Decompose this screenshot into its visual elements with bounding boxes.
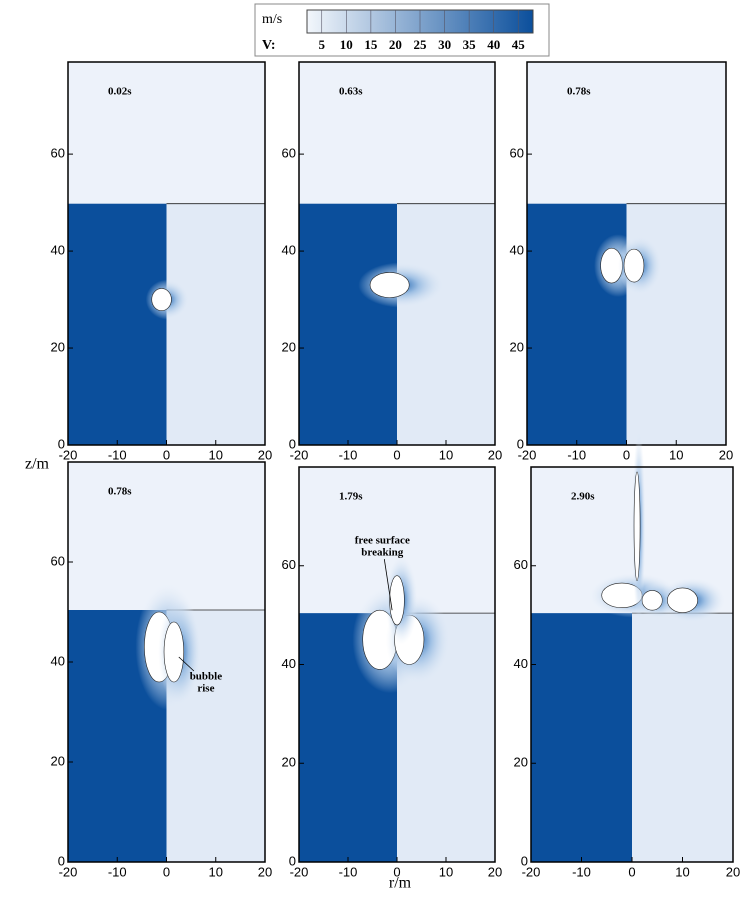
colorbar-tick-label: 5 bbox=[318, 37, 325, 52]
y-tick-label: 60 bbox=[514, 557, 528, 572]
bubble bbox=[633, 471, 641, 581]
x-tick-label: 20 bbox=[488, 447, 502, 462]
x-tick-label: 0 bbox=[163, 447, 170, 462]
y-tick-label: 0 bbox=[517, 436, 524, 451]
y-tick-label: 60 bbox=[510, 146, 524, 161]
y-tick-label: 0 bbox=[58, 436, 65, 451]
time-label: 2.90s bbox=[571, 491, 595, 503]
y-tick-label: 40 bbox=[282, 656, 296, 671]
colorbar-tick-label: 10 bbox=[340, 37, 353, 52]
water-left bbox=[531, 613, 632, 862]
annotation: rise bbox=[197, 683, 214, 695]
water-left bbox=[299, 203, 397, 445]
water-left bbox=[68, 203, 167, 445]
x-tick-label: 20 bbox=[719, 447, 733, 462]
x-tick-label: -20 bbox=[290, 864, 309, 879]
annotation: breaking bbox=[361, 547, 403, 559]
x-tick-label: -20 bbox=[59, 864, 78, 879]
colorbar-tick-label: 30 bbox=[438, 37, 451, 52]
colorbar-tick-label: 20 bbox=[389, 37, 402, 52]
bubble bbox=[151, 288, 172, 312]
panel: 0.78s -20 -10 0 10 20 0 20 40 60 bbox=[510, 61, 733, 462]
x-tick-label: -10 bbox=[108, 447, 127, 462]
x-tick-label: -20 bbox=[59, 447, 78, 462]
annotation: free surface bbox=[355, 535, 410, 547]
x-axis-label: r/m bbox=[389, 875, 412, 892]
time-label: 1.79s bbox=[339, 491, 363, 503]
panel: 1.79s -20 -10 0 10 20 0 20 40 60 free surfacebreak… bbox=[282, 466, 502, 879]
colorbar-tick-label: 45 bbox=[512, 37, 526, 52]
y-tick-label: 60 bbox=[282, 557, 296, 572]
x-tick-label: -20 bbox=[522, 864, 541, 879]
x-tick-label: 0 bbox=[393, 447, 400, 462]
time-label: 0.78s bbox=[108, 486, 132, 498]
y-tick-label: 20 bbox=[282, 339, 296, 354]
x-tick-label: 0 bbox=[163, 864, 170, 879]
x-tick-label: -10 bbox=[339, 447, 358, 462]
y-tick-label: 40 bbox=[514, 656, 528, 671]
annotation-arrow bbox=[383, 559, 393, 611]
colorbar-label: V: bbox=[262, 38, 276, 53]
y-tick-label: 0 bbox=[289, 436, 296, 451]
y-tick-label: 40 bbox=[51, 653, 65, 668]
x-tick-label: 0 bbox=[628, 864, 635, 879]
y-tick-label: 60 bbox=[51, 553, 65, 568]
x-tick-label: -10 bbox=[572, 864, 591, 879]
x-tick-label: 0 bbox=[623, 447, 630, 462]
annotation: bubble bbox=[190, 671, 223, 683]
panel: 0.02s -20 -10 0 10 20 0 20 40 60 bbox=[51, 61, 272, 462]
colorbar-tick-label: 15 bbox=[364, 37, 378, 52]
panel: 0.63s -20 -10 0 10 20 0 20 40 60 bbox=[282, 61, 502, 462]
bubble bbox=[389, 575, 405, 626]
x-tick-label: 20 bbox=[488, 864, 502, 879]
bubble bbox=[623, 248, 645, 283]
y-tick-label: 20 bbox=[514, 755, 528, 770]
x-tick-label: 10 bbox=[669, 447, 683, 462]
x-tick-label: -10 bbox=[108, 864, 127, 879]
y-tick-label: 20 bbox=[51, 753, 65, 768]
colorbar-tick-label: 25 bbox=[414, 37, 428, 52]
panel: 2.90s -20 -10 0 10 20 0 20 40 60 bbox=[514, 428, 740, 879]
y-tick-label: 60 bbox=[282, 146, 296, 161]
y-tick-label: 20 bbox=[510, 339, 524, 354]
y-tick-label: 60 bbox=[51, 146, 65, 161]
bubble bbox=[369, 272, 410, 298]
y-tick-label: 20 bbox=[282, 755, 296, 770]
x-tick-label: 10 bbox=[439, 864, 453, 879]
y-tick-label: 0 bbox=[521, 853, 528, 868]
x-tick-label: 10 bbox=[209, 864, 223, 879]
y-tick-label: 40 bbox=[51, 243, 65, 258]
colorbar-tick-label: 40 bbox=[487, 37, 500, 52]
bubble bbox=[163, 621, 185, 683]
bubble bbox=[667, 587, 698, 613]
y-tick-label: 40 bbox=[282, 243, 296, 258]
x-tick-label: -20 bbox=[290, 447, 309, 462]
x-tick-label: 10 bbox=[439, 447, 453, 462]
annotation-arrow bbox=[178, 656, 195, 672]
colorbar-unit: m/s bbox=[262, 12, 282, 27]
x-tick-label: 10 bbox=[675, 864, 689, 879]
time-label: 0.78s bbox=[567, 86, 591, 98]
x-tick-label: 20 bbox=[258, 864, 272, 879]
y-tick-label: 20 bbox=[51, 339, 65, 354]
x-tick-label: 20 bbox=[726, 864, 740, 879]
x-tick-label: 10 bbox=[209, 447, 223, 462]
x-tick-label: -20 bbox=[518, 447, 537, 462]
water-right bbox=[166, 203, 265, 445]
x-tick-label: 0 bbox=[393, 864, 400, 879]
time-label: 0.02s bbox=[108, 86, 132, 98]
time-label: 0.63s bbox=[339, 86, 363, 98]
colorbar-tick-label: 35 bbox=[463, 37, 477, 52]
water-right bbox=[632, 613, 733, 862]
y-tick-label: 40 bbox=[510, 243, 524, 258]
y-tick-label: 0 bbox=[58, 853, 65, 868]
x-tick-label: 20 bbox=[258, 447, 272, 462]
y-tick-label: 0 bbox=[289, 853, 296, 868]
y-axis-label: z/m bbox=[25, 456, 50, 473]
x-tick-label: -10 bbox=[567, 447, 586, 462]
x-tick-label: -10 bbox=[339, 864, 358, 879]
water-right bbox=[397, 203, 495, 445]
